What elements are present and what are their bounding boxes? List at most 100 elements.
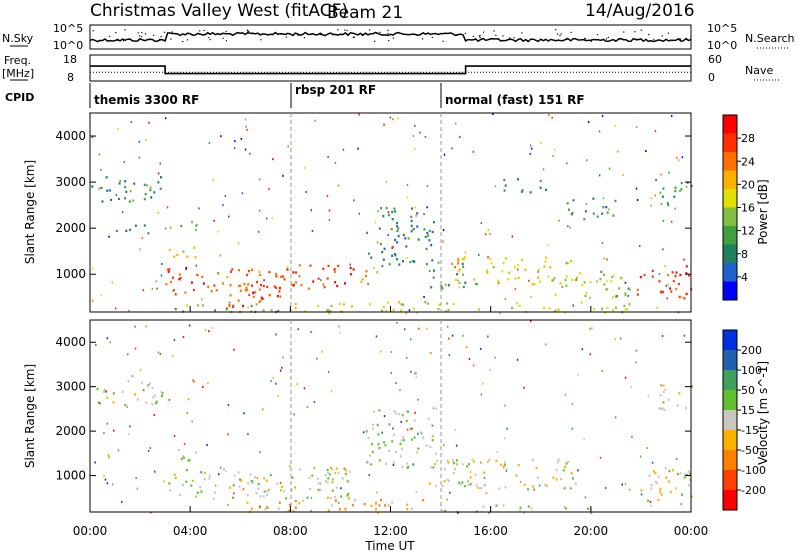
- heatmap-cell: [529, 191, 532, 194]
- heatmap-cell: [565, 261, 568, 265]
- nsearch-point: [513, 37, 515, 39]
- heatmap-cell: [686, 473, 688, 476]
- heatmap-cell: [489, 369, 491, 371]
- heatmap-cell: [370, 443, 373, 446]
- heatmap-cell: [255, 492, 258, 495]
- heatmap-cell: [590, 511, 593, 514]
- heatmap-cell: [690, 385, 693, 388]
- heatmap-cell: [231, 268, 234, 271]
- heatmap-cell: [523, 483, 526, 486]
- heatmap-cell: [275, 286, 278, 289]
- heatmap-cell: [176, 253, 179, 257]
- heatmap-cell: [577, 469, 579, 472]
- nsearch-point: [319, 34, 322, 36]
- heatmap-cell: [115, 229, 118, 233]
- heatmap-cell: [596, 280, 598, 283]
- heatmap-cell: [503, 463, 506, 467]
- heatmap-cell: [496, 450, 498, 453]
- heatmap-cell: [490, 262, 493, 265]
- nsearch-point: [225, 40, 227, 42]
- heatmap-cell: [678, 159, 680, 162]
- heatmap-cell: [616, 150, 619, 153]
- heatmap-cell: [246, 128, 248, 131]
- heatmap-cell: [397, 117, 399, 120]
- heatmap-cell: [564, 393, 567, 396]
- nsearch-point: [464, 32, 466, 34]
- heatmap-cell: [327, 371, 330, 373]
- heatmap-cell: [517, 263, 520, 267]
- heatmap-cell: [121, 390, 124, 393]
- heatmap-cell: [566, 262, 569, 265]
- nsky-ytick-top: 10^5: [53, 22, 83, 35]
- heatmap-cell: [149, 188, 152, 192]
- heatmap-cell: [681, 493, 683, 496]
- heatmap-cell: [322, 283, 325, 286]
- heatmap-cell: [406, 184, 409, 186]
- heatmap-cell: [233, 147, 236, 150]
- heatmap-cell: [639, 276, 642, 279]
- heatmap-cell: [620, 337, 622, 340]
- freq-ytick-top: 18: [63, 53, 77, 66]
- velocity-yticks: 4000 3000 2000 1000: [55, 335, 691, 483]
- nsearch-point: [344, 29, 346, 31]
- heatmap-cell: [484, 233, 487, 236]
- nsearch-point: [560, 33, 562, 35]
- heatmap-cell: [689, 478, 691, 482]
- heatmap-cell: [251, 268, 253, 271]
- heatmap-cell: [520, 190, 523, 194]
- heatmap-cell: [428, 270, 431, 272]
- heatmap-cell: [635, 126, 638, 128]
- heatmap-cell: [397, 227, 400, 230]
- heatmap-cell: [222, 204, 224, 207]
- heatmap-cell: [591, 327, 593, 330]
- heatmap-cell: [651, 269, 654, 273]
- heatmap-cell: [608, 167, 611, 170]
- heatmap-cell: [660, 290, 663, 293]
- heatmap-cell: [219, 466, 222, 469]
- heatmap-cell: [610, 280, 613, 283]
- heatmap-cell: [280, 275, 282, 278]
- heatmap-cell: [115, 194, 118, 197]
- heatmap-cell: [662, 401, 665, 404]
- heatmap-cell: [279, 286, 281, 290]
- heatmap-cell: [327, 309, 330, 312]
- heatmap-cell: [432, 269, 435, 272]
- heatmap-cell: [485, 492, 488, 495]
- heatmap-cell: [106, 337, 109, 340]
- heatmap-cell: [149, 382, 151, 385]
- heatmap-cell: [518, 304, 521, 307]
- heatmap-cell: [544, 483, 547, 487]
- heatmap-cell: [340, 487, 342, 490]
- heatmap-cell: [390, 372, 392, 374]
- heatmap-cell: [100, 294, 103, 297]
- heatmap-cell: [363, 503, 366, 506]
- heatmap-cell: [517, 464, 520, 467]
- heatmap-cell: [142, 389, 145, 392]
- heatmap-cell: [376, 491, 378, 494]
- heatmap-cell: [461, 262, 464, 265]
- heatmap-cell: [161, 263, 163, 265]
- heatmap-cell: [262, 284, 265, 288]
- heatmap-cell: [677, 282, 680, 286]
- heatmap-cell: [478, 253, 480, 256]
- heatmap-cell: [237, 471, 240, 474]
- nsearch-point: [285, 36, 287, 38]
- heatmap-cell: [149, 186, 152, 189]
- heatmap-cell: [275, 382, 277, 385]
- xtick-label: 16:00: [473, 524, 508, 538]
- heatmap-cell: [160, 274, 163, 277]
- heatmap-cell: [229, 294, 232, 297]
- heatmap-cell: [272, 377, 274, 380]
- heatmap-cell: [169, 489, 172, 492]
- heatmap-cell: [516, 178, 519, 181]
- heatmap-cell: [437, 261, 440, 264]
- heatmap-cell: [451, 262, 454, 265]
- heatmap-cell: [104, 478, 107, 481]
- nsearch-label: N.Search: [745, 32, 795, 45]
- heatmap-cell: [411, 207, 413, 210]
- heatmap-cell: [424, 135, 427, 138]
- heatmap-cell: [469, 476, 472, 479]
- heatmap-cell: [676, 404, 679, 407]
- nsearch-point: [634, 31, 636, 33]
- heatmap-cell: [671, 469, 674, 472]
